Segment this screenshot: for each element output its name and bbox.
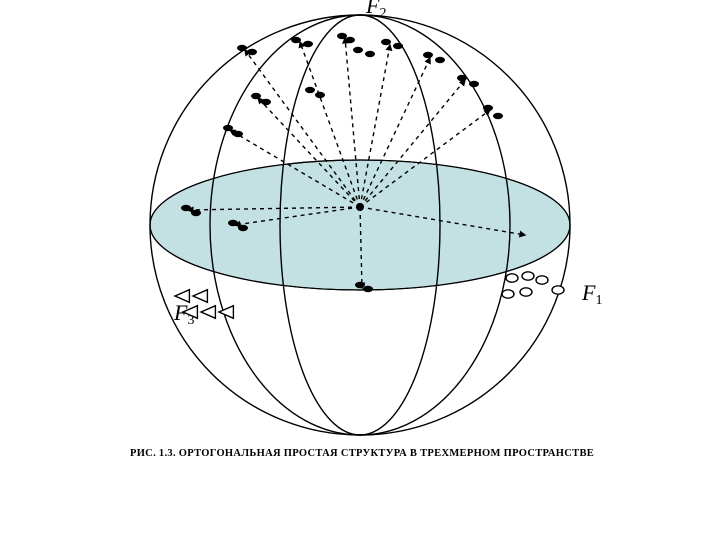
open-marker <box>506 274 518 282</box>
open-marker <box>522 272 534 280</box>
solid-marker <box>247 49 257 55</box>
triangle-marker <box>219 306 233 319</box>
open-marker <box>502 290 514 298</box>
solid-marker <box>423 52 433 58</box>
solid-marker <box>315 92 325 98</box>
solid-marker <box>233 131 243 137</box>
solid-marker <box>237 45 247 51</box>
open-marker <box>536 276 548 284</box>
open-marker <box>552 286 564 294</box>
solid-marker <box>291 37 301 43</box>
solid-marker <box>435 57 445 63</box>
solid-marker <box>238 225 248 231</box>
solid-marker <box>393 43 403 49</box>
solid-marker <box>381 39 391 45</box>
solid-marker <box>457 75 467 81</box>
solid-marker <box>303 41 313 47</box>
solid-marker <box>469 81 479 87</box>
triangle-marker <box>193 290 207 303</box>
solid-marker <box>228 220 238 226</box>
axis-label-f2: F2 <box>365 0 386 21</box>
center-point <box>356 203 364 211</box>
solid-marker <box>191 210 201 216</box>
solid-marker <box>337 33 347 39</box>
solid-marker <box>261 99 271 105</box>
solid-marker <box>363 286 373 292</box>
solid-marker <box>305 87 315 93</box>
solid-marker <box>365 51 375 57</box>
solid-marker <box>223 125 233 131</box>
sphere-diagram: F1 F2 F3 <box>110 0 610 450</box>
solid-marker <box>345 37 355 43</box>
axis-label-f3: F3 <box>173 300 194 328</box>
solid-marker <box>483 105 493 111</box>
open-marker <box>520 288 532 296</box>
axis-label-f1: F1 <box>581 280 602 308</box>
solid-marker <box>251 93 261 99</box>
solid-marker <box>493 113 503 119</box>
figure-container: F1 F2 F3 <box>110 0 610 450</box>
triangle-marker <box>201 306 215 319</box>
solid-marker <box>355 282 365 288</box>
solid-marker <box>181 205 191 211</box>
solid-marker <box>353 47 363 53</box>
figure-caption: РИС. 1.3. ОРТОГОНАЛЬНАЯ ПРОСТАЯ СТРУКТУР… <box>130 448 680 459</box>
